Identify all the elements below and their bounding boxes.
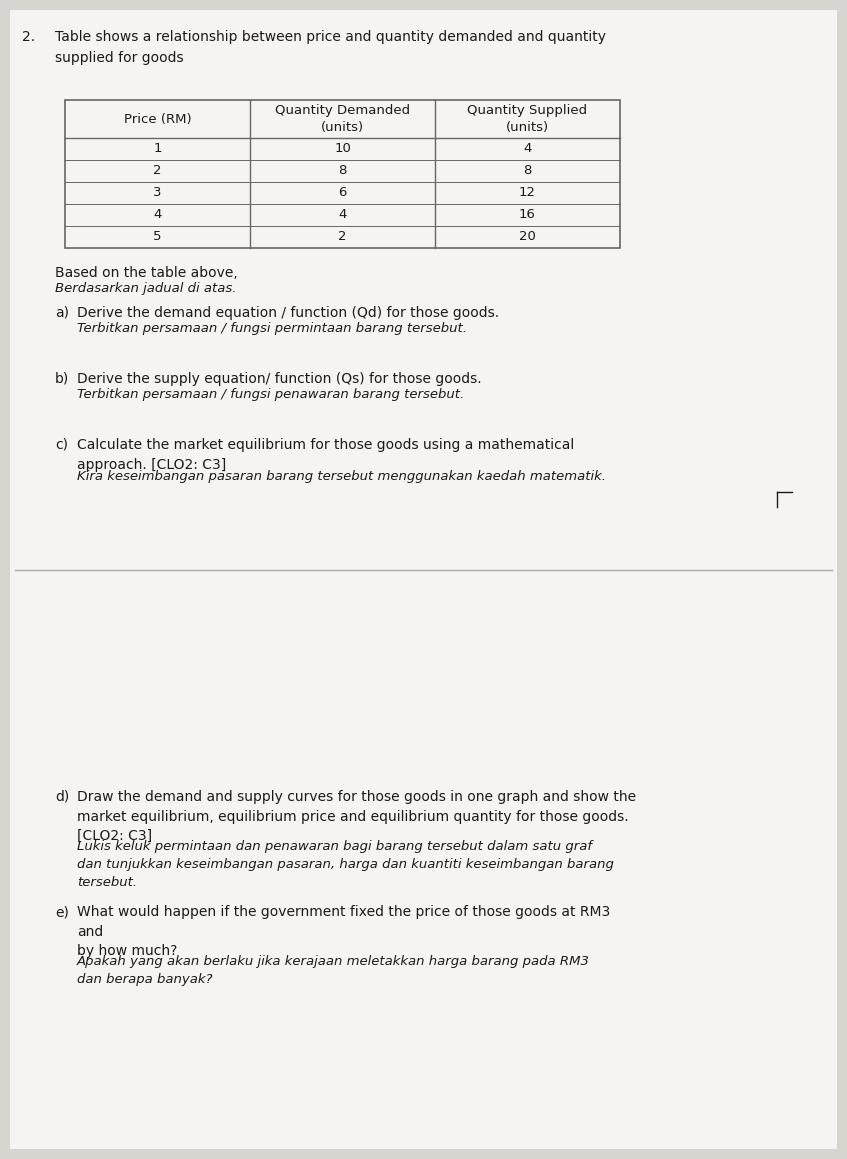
Text: d): d) <box>55 790 69 804</box>
Text: Quantity Demanded
(units): Quantity Demanded (units) <box>275 104 410 134</box>
Text: c): c) <box>55 438 68 452</box>
Text: 6: 6 <box>338 187 346 199</box>
Text: b): b) <box>55 372 69 386</box>
Text: Calculate the market equilibrium for those goods using a mathematical
approach. : Calculate the market equilibrium for tho… <box>77 438 574 472</box>
Text: 2: 2 <box>153 165 162 177</box>
Text: 8: 8 <box>338 165 346 177</box>
Text: 2: 2 <box>338 231 346 243</box>
Text: 2.: 2. <box>22 30 35 44</box>
Text: 4: 4 <box>523 143 532 155</box>
Text: 12: 12 <box>519 187 536 199</box>
Text: 20: 20 <box>519 231 536 243</box>
Text: 5: 5 <box>153 231 162 243</box>
Bar <box>65 100 620 248</box>
Text: 3: 3 <box>153 187 162 199</box>
Text: Berdasarkan jadual di atas.: Berdasarkan jadual di atas. <box>55 282 236 296</box>
Text: Quantity Supplied
(units): Quantity Supplied (units) <box>468 104 588 134</box>
Text: 10: 10 <box>334 143 351 155</box>
Text: 16: 16 <box>519 209 536 221</box>
Text: Terbitkan persamaan / fungsi permintaan barang tersebut.: Terbitkan persamaan / fungsi permintaan … <box>77 322 467 335</box>
Text: 4: 4 <box>153 209 162 221</box>
Text: Apakah yang akan berlaku jika kerajaan meletakkan harga barang pada RM3
dan bera: Apakah yang akan berlaku jika kerajaan m… <box>77 955 590 986</box>
Text: Derive the supply equation/ function (Qs) for those goods.: Derive the supply equation/ function (Qs… <box>77 372 482 386</box>
Text: Kira keseimbangan pasaran barang tersebut menggunakan kaedah matematik.: Kira keseimbangan pasaran barang tersebu… <box>77 471 606 483</box>
Text: Table shows a relationship between price and quantity demanded and quantity
supp: Table shows a relationship between price… <box>55 30 606 65</box>
Text: Derive the demand equation / function (Qd) for those goods.: Derive the demand equation / function (Q… <box>77 306 499 320</box>
Text: Draw the demand and supply curves for those goods in one graph and show the
mark: Draw the demand and supply curves for th… <box>77 790 636 843</box>
Text: What would happen if the government fixed the price of those goods at RM3
and
by: What would happen if the government fixe… <box>77 905 610 958</box>
Text: 4: 4 <box>338 209 346 221</box>
Text: 8: 8 <box>523 165 532 177</box>
Text: e): e) <box>55 905 69 919</box>
Text: Price (RM): Price (RM) <box>124 112 191 125</box>
Text: 1: 1 <box>153 143 162 155</box>
Text: a): a) <box>55 306 69 320</box>
Text: Based on the table above,: Based on the table above, <box>55 267 238 280</box>
Text: Terbitkan persamaan / fungsi penawaran barang tersebut.: Terbitkan persamaan / fungsi penawaran b… <box>77 388 464 401</box>
Text: Lukis keluk permintaan dan penawaran bagi barang tersebut dalam satu graf
dan tu: Lukis keluk permintaan dan penawaran bag… <box>77 840 614 889</box>
